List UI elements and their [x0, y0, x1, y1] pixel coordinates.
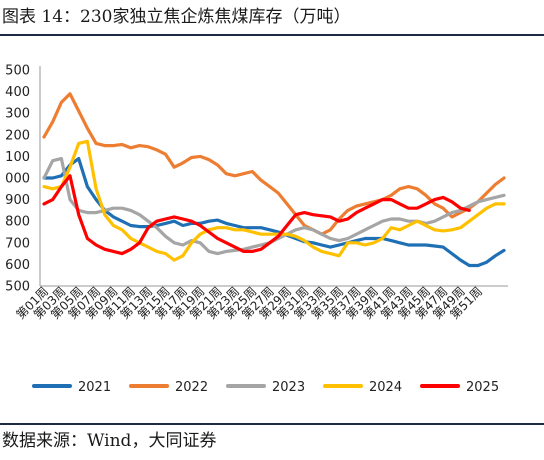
- source-rule: [0, 423, 544, 425]
- y-axis: 500 600 700 800 900 000 100 200 300 400 500: [5, 64, 41, 295]
- y-tick-label: 500: [5, 280, 30, 295]
- y-tick-label: 500: [5, 64, 30, 79]
- source-note: 数据来源：Wind，大同证券: [2, 431, 217, 451]
- title-rule: [0, 34, 544, 36]
- line-chart: 500 600 700 800 900 000 100 200 300 400 500 第01周第0…: [5, 64, 508, 395]
- y-tick-label: 600: [5, 258, 30, 273]
- y-tick-label: 200: [5, 128, 30, 143]
- y-tick-label: 700: [5, 236, 30, 251]
- x-axis: 第01周第03周第05周第07周第09周第11周第13周第15周第17周第19周…: [13, 284, 508, 322]
- series-lines: [42, 92, 506, 268]
- legend-label-2024: 2024: [369, 380, 402, 395]
- y-tick-label: 800: [5, 215, 30, 230]
- legend-label-2023: 2023: [272, 380, 305, 395]
- y-tick-label: 400: [5, 85, 30, 100]
- series-line-2025: [42, 174, 471, 256]
- y-tick-label: 900: [5, 193, 30, 208]
- series-line-2021: [42, 157, 506, 268]
- y-tick-label: 100: [5, 150, 30, 165]
- y-tick-label: 000: [5, 172, 30, 187]
- figure-title: 图表 14：230家独立焦企炼焦煤库存（万吨）: [2, 7, 351, 27]
- series-line-2024: [42, 139, 506, 262]
- legend-label-2025: 2025: [466, 380, 499, 395]
- series-line-2022: [42, 92, 506, 236]
- y-tick-label: 300: [5, 107, 30, 122]
- legend-label-2021: 2021: [78, 380, 111, 395]
- legend: 2021 2022 2023 2024 2025: [32, 380, 499, 395]
- legend-label-2022: 2022: [175, 380, 208, 395]
